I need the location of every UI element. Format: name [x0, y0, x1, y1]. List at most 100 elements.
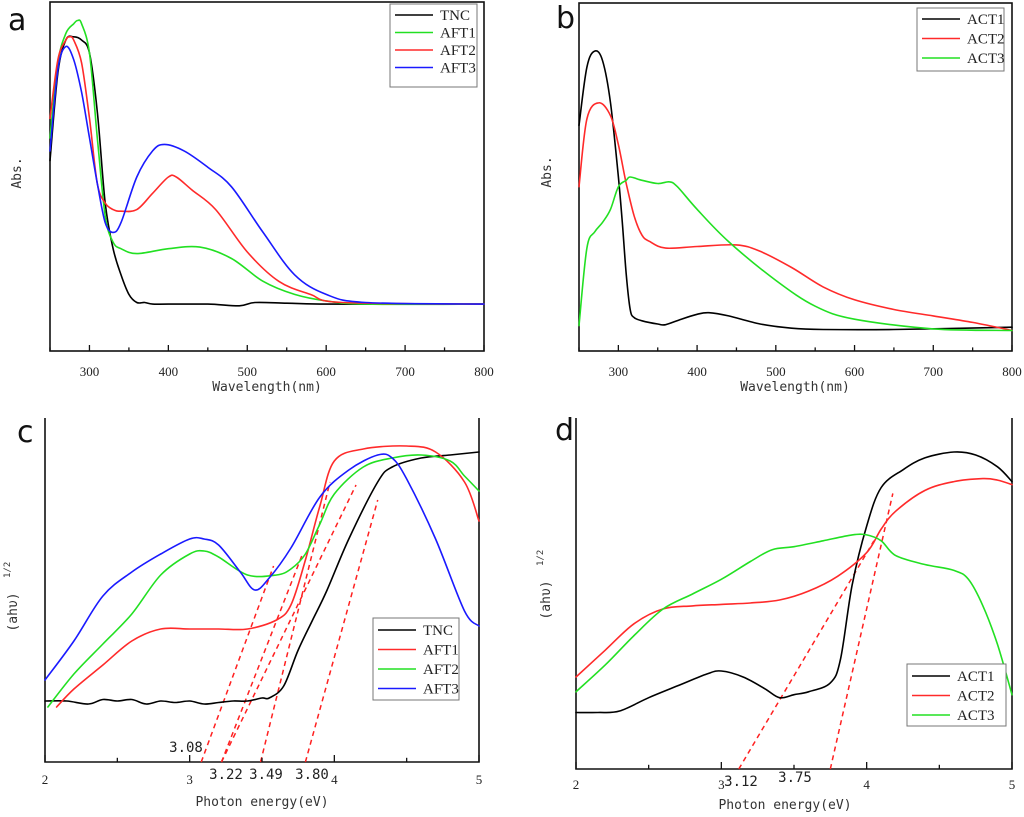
tangent-fit-line-tnc — [304, 499, 379, 763]
x-tick-label: 3 — [718, 777, 725, 792]
series-line-aft3 — [49, 45, 485, 305]
legend-label-aft2: AFT2 — [440, 43, 476, 59]
x-tick-label: 600 — [316, 364, 336, 379]
legend-b: ACT1 ACT2 ACT3 — [916, 7, 1005, 72]
legend-label-act1: ACT1 — [957, 669, 995, 685]
band-gap-label: 3.12 — [724, 774, 758, 790]
series-line-aft2 — [47, 454, 480, 708]
legend-label-aft3: AFT3 — [440, 61, 476, 77]
fit-lines-c — [200, 481, 379, 763]
band-gap-labels-d: 3.12 3.75 — [724, 770, 812, 790]
curves-b — [578, 50, 1013, 332]
legend-d: ACT1 ACT2 ACT3 — [906, 663, 1007, 727]
x-tick-label: 2 — [42, 772, 49, 787]
series-line-act3 — [575, 533, 1013, 696]
legend-label-aft2: AFT2 — [423, 662, 459, 678]
x-ticks-a: 300 400 500 600 700 800 — [49, 345, 494, 379]
legend-label-aft1: AFT1 — [440, 26, 476, 42]
legend-label-act1: ACT1 — [967, 12, 1005, 28]
legend-label-aft1: AFT1 — [423, 643, 459, 659]
series-line-tnc — [49, 35, 485, 307]
x-tick-label: 400 — [687, 364, 707, 379]
x-axis-title-d: Photon energy(eV) — [718, 798, 851, 813]
series-line-tnc — [44, 451, 480, 705]
series-line-aft3 — [44, 453, 480, 681]
x-tick-label: 800 — [474, 364, 494, 379]
x-tick-label: 800 — [1002, 364, 1022, 379]
plot-frame-b — [578, 2, 1013, 352]
x-tick-label: 300 — [80, 364, 100, 379]
y-axis-title-d: (ahυ) 1/2 — [536, 550, 554, 620]
y-axis-title-a: Abs. — [10, 157, 25, 188]
y-axis-title-c-sup: 1/2 — [3, 562, 13, 578]
series-line-act1 — [578, 50, 1013, 331]
series-line-aft1 — [49, 19, 485, 306]
x-axis-title-a: Wavelength(nm) — [212, 380, 322, 395]
curves-c — [44, 445, 480, 708]
series-line-act2 — [578, 101, 1013, 332]
x-ticks-b: 300 400 500 600 700 800 — [578, 345, 1022, 379]
series-line-act2 — [575, 477, 1013, 678]
x-ticks-d: 2 3 4 5 — [573, 762, 1016, 792]
x-tick-label: 4 — [331, 772, 338, 787]
x-ticks-c: 2 3 4 5 — [42, 755, 483, 787]
x-tick-label: 500 — [766, 364, 786, 379]
y-axis-title-c-main: (ahυ) — [6, 592, 21, 631]
x-tick-label: 500 — [238, 364, 258, 379]
x-tick-label: 600 — [845, 364, 865, 379]
plot-frame-a — [49, 1, 485, 352]
curves-a — [49, 19, 485, 307]
series-line-act3 — [578, 176, 1013, 332]
legend-label-aft3: AFT3 — [423, 682, 459, 698]
x-tick-label: 700 — [395, 364, 415, 379]
x-tick-label: 400 — [159, 364, 179, 379]
x-tick-label: 4 — [863, 777, 870, 792]
legend-label-act2: ACT2 — [957, 689, 995, 705]
x-tick-label: 3 — [186, 772, 193, 787]
tangent-fit-line-aft2-up — [220, 484, 357, 763]
tangent-fit-line-aft1 — [259, 481, 331, 763]
x-axis-title-c: Photon energy(eV) — [195, 795, 328, 810]
x-tick-label: 5 — [1009, 777, 1016, 792]
legend-box-a — [389, 3, 478, 88]
tangent-fit-line-aft2 — [220, 553, 304, 763]
series-line-aft1 — [55, 445, 480, 708]
x-tick-label: 300 — [609, 364, 629, 379]
series-line-aft2 — [49, 35, 485, 305]
band-gap-label: 3.22 — [209, 767, 243, 783]
panel-letter-a: a — [8, 3, 26, 38]
x-tick-label: 700 — [924, 364, 944, 379]
band-gap-labels-c: 3.08 3.22 3.49 3.80 — [169, 740, 329, 783]
plot-frame-c — [44, 418, 480, 763]
y-axis-title-d-main: (ahυ) — [539, 580, 554, 619]
y-axis-title-d-sup: 1/2 — [536, 550, 546, 566]
legend-label-act3: ACT3 — [967, 51, 1005, 67]
legend-box-c — [372, 617, 460, 701]
legend-label-act3: ACT3 — [957, 708, 995, 724]
legend-c: TNC AFT1 AFT2 AFT3 — [372, 617, 460, 701]
tangent-fit-line-act1 — [829, 493, 894, 770]
band-gap-label: 3.49 — [249, 767, 283, 783]
panel-letter-b: b — [556, 1, 575, 36]
x-tick-label: 5 — [476, 772, 483, 787]
curves-d — [575, 451, 1013, 714]
y-axis-title-b: Abs. — [540, 156, 555, 187]
series-line-act1 — [575, 451, 1013, 714]
band-gap-label: 3.08 — [169, 740, 203, 756]
band-gap-label: 3.75 — [778, 770, 812, 786]
legend-label-tnc: TNC — [423, 623, 453, 639]
legend-label-tnc: TNC — [440, 8, 470, 24]
x-tick-label: 2 — [573, 777, 580, 792]
legend-label-act2: ACT2 — [967, 32, 1005, 48]
panel-letter-d: d — [555, 413, 574, 448]
panel-letter-c: c — [17, 415, 34, 450]
y-axis-title-c: (ahυ) 1/2 — [3, 562, 21, 632]
x-axis-title-b: Wavelength(nm) — [740, 380, 850, 395]
panel-a: a 300 400 500 600 700 800 Wavelength(nm) Abs.… — [8, 1, 494, 395]
band-gap-label: 3.80 — [295, 767, 329, 783]
fit-lines-d — [738, 493, 894, 770]
